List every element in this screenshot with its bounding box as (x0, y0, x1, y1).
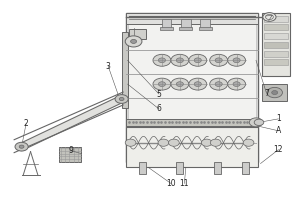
Circle shape (201, 139, 212, 146)
Circle shape (176, 58, 183, 63)
Circle shape (233, 82, 240, 86)
Circle shape (228, 78, 246, 90)
Circle shape (254, 119, 264, 126)
Bar (162, 19, 171, 28)
Circle shape (153, 54, 171, 66)
Bar (264, 33, 288, 39)
Circle shape (171, 78, 189, 90)
Circle shape (115, 95, 128, 103)
Polygon shape (22, 95, 122, 151)
Bar (160, 27, 173, 30)
Circle shape (158, 139, 169, 146)
Bar (264, 42, 288, 48)
Circle shape (153, 78, 171, 90)
Circle shape (210, 78, 228, 90)
Text: 11: 11 (180, 179, 189, 188)
Circle shape (194, 58, 201, 63)
Text: 10: 10 (166, 179, 176, 188)
Circle shape (249, 118, 263, 127)
Circle shape (210, 139, 221, 146)
Circle shape (158, 58, 166, 63)
Bar (262, 13, 290, 76)
Text: 2: 2 (24, 119, 28, 128)
Circle shape (189, 54, 207, 66)
Bar (242, 162, 249, 174)
Circle shape (169, 139, 179, 146)
Bar (129, 28, 146, 39)
Circle shape (119, 97, 124, 101)
Circle shape (215, 82, 222, 86)
Text: 1: 1 (276, 114, 281, 123)
Bar (181, 19, 190, 28)
Circle shape (158, 82, 166, 86)
Bar (179, 27, 192, 30)
Bar (200, 19, 210, 28)
Circle shape (243, 139, 254, 146)
Bar (264, 59, 288, 65)
Circle shape (176, 82, 183, 86)
Circle shape (267, 87, 282, 98)
Bar (122, 32, 128, 108)
Text: 7: 7 (264, 89, 269, 98)
Circle shape (210, 54, 228, 66)
Bar (264, 51, 288, 57)
Bar (126, 13, 257, 162)
Bar (264, 16, 288, 22)
Circle shape (272, 91, 278, 95)
Bar (126, 13, 257, 24)
Bar (214, 162, 221, 174)
Text: 5: 5 (157, 90, 161, 99)
Circle shape (19, 145, 24, 148)
Bar (128, 14, 256, 161)
Text: 6: 6 (157, 104, 161, 113)
Circle shape (194, 82, 201, 86)
Bar (126, 119, 257, 126)
Bar (262, 84, 287, 101)
Text: 9: 9 (68, 146, 73, 155)
Circle shape (171, 54, 189, 66)
Circle shape (215, 58, 222, 63)
Circle shape (15, 142, 28, 151)
Bar (176, 162, 183, 174)
Bar (139, 162, 146, 174)
Circle shape (189, 78, 207, 90)
Circle shape (130, 39, 136, 43)
Circle shape (228, 54, 246, 66)
Text: A: A (276, 126, 281, 135)
Circle shape (125, 139, 136, 146)
Bar (199, 27, 212, 30)
Circle shape (125, 36, 142, 47)
Text: 3: 3 (106, 62, 111, 71)
Circle shape (263, 13, 276, 21)
Bar (126, 127, 257, 167)
Circle shape (233, 58, 240, 63)
Bar (264, 24, 288, 30)
Text: 12: 12 (274, 145, 283, 154)
Bar (59, 147, 81, 162)
